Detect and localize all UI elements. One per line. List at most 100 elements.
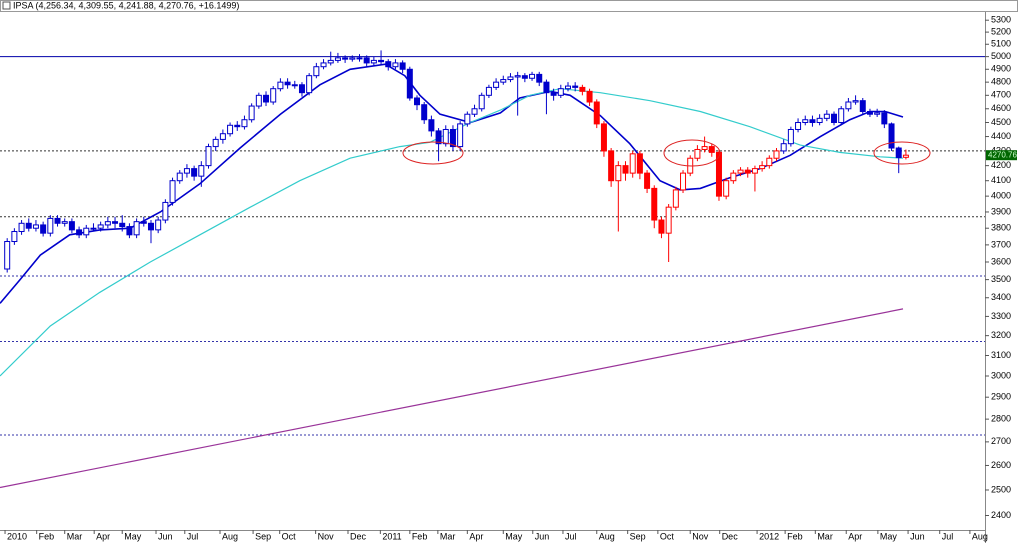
x-tick-label: Jul [187, 531, 199, 541]
y-tick-label: 3300 [991, 311, 1011, 321]
y-tick-label: 3700 [991, 239, 1011, 249]
candle-body [313, 66, 320, 77]
candle-body [644, 172, 651, 189]
y-tick-label: 4600 [991, 103, 1011, 113]
candle-body [536, 73, 543, 83]
y-tick-label: 3200 [991, 330, 1011, 340]
annotation-ellipse [663, 139, 721, 167]
x-tick-label: 2011 [382, 531, 401, 541]
candle-body [263, 94, 270, 103]
candle-body [780, 143, 787, 152]
candle-body [636, 153, 643, 174]
candle-body [514, 75, 521, 78]
candle-body [363, 57, 370, 64]
candle-body [334, 57, 341, 61]
candle-body [370, 59, 377, 64]
candle-body [284, 81, 291, 86]
x-tick-label: Aug [972, 531, 988, 541]
candle-body [83, 227, 90, 236]
candle-body [543, 81, 550, 94]
y-tick-label: 2900 [991, 392, 1011, 402]
candle-body [212, 138, 219, 148]
candle-body [493, 81, 500, 88]
candle-body [291, 84, 298, 87]
candle-body [248, 105, 255, 121]
candle-body [593, 101, 600, 125]
candle-body [399, 62, 406, 70]
candle-body [838, 108, 845, 124]
candle-body [773, 150, 780, 159]
y-tick-label: 2600 [991, 460, 1011, 470]
candle-body [227, 124, 234, 135]
candle-body [298, 84, 305, 94]
x-tick-label: Sep [630, 531, 646, 541]
y-tick-label: 2800 [991, 414, 1011, 424]
candle-body [205, 146, 212, 167]
y-tick-label: 5100 [991, 39, 1011, 49]
candle-body [421, 104, 428, 121]
candle-body [385, 61, 392, 68]
candle-body [615, 165, 622, 182]
candle-body [191, 168, 198, 177]
x-tick-label: Jun [910, 531, 925, 541]
candle-body [859, 100, 866, 112]
candle-body [471, 108, 478, 115]
candle-body [147, 222, 154, 231]
plot-area: 2400 2500 2600 2700 2800 2900 3000 3100 3200 3300… [0, 15, 1011, 541]
x-tick-label: Sep [255, 531, 271, 541]
candle-body [126, 226, 133, 236]
candle-body [730, 172, 737, 182]
candle-body [342, 57, 349, 60]
y-tick-label: 2400 [991, 510, 1011, 520]
candle-body [40, 224, 47, 234]
candle-body [751, 168, 758, 174]
x-tick-label: Nov [318, 531, 335, 541]
candle-body [888, 123, 895, 149]
candle-body [701, 146, 708, 150]
candle-body [823, 113, 830, 119]
annotation-ellipse [873, 141, 931, 165]
x-tick-label: Jun [535, 531, 550, 541]
x-tick-label: Feb [787, 531, 803, 541]
x-tick-label: May [505, 531, 523, 541]
candle-body [564, 85, 571, 90]
y-tick-label: 4200 [991, 160, 1011, 170]
y-tick-label: 3600 [991, 256, 1011, 266]
y-tick-label: 4500 [991, 117, 1011, 127]
candle-body [500, 79, 507, 83]
y-tick-label: 3800 [991, 223, 1011, 233]
candle-body [874, 112, 881, 115]
candle-body [600, 123, 607, 152]
y-tick-label: 2700 [991, 436, 1011, 446]
x-tick-label: Apr [848, 531, 862, 541]
candle-body [428, 119, 435, 132]
y-tick-label: 5300 [991, 15, 1011, 25]
window-icon[interactable] [2, 1, 11, 10]
candle-body [198, 165, 205, 177]
candle-body [219, 133, 226, 140]
candle-body [104, 221, 111, 226]
candle-body [183, 168, 190, 174]
x-tick-label: 2012 [759, 531, 779, 541]
x-tick-label: Jun [158, 531, 173, 541]
candle-body [521, 75, 528, 79]
candle-body [4, 241, 11, 270]
candle-body [277, 81, 284, 90]
y-tick-label: 4400 [991, 131, 1011, 141]
candle-body [306, 75, 313, 94]
candle-body [119, 222, 126, 228]
candle-body [550, 92, 557, 96]
indicator-line [0, 308, 904, 489]
candle-body [176, 172, 183, 182]
candle-body [140, 221, 147, 224]
candle-body [672, 189, 679, 208]
candle-body [809, 119, 816, 124]
candle-body [11, 231, 18, 243]
candle-body [97, 224, 104, 229]
candle-body [529, 73, 536, 79]
indicator-line [0, 63, 904, 304]
x-tick-label: Aug [599, 531, 615, 541]
candle-body [155, 219, 162, 231]
